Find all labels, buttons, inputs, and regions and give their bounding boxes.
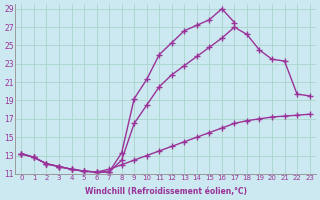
X-axis label: Windchill (Refroidissement éolien,°C): Windchill (Refroidissement éolien,°C) [84, 187, 246, 196]
